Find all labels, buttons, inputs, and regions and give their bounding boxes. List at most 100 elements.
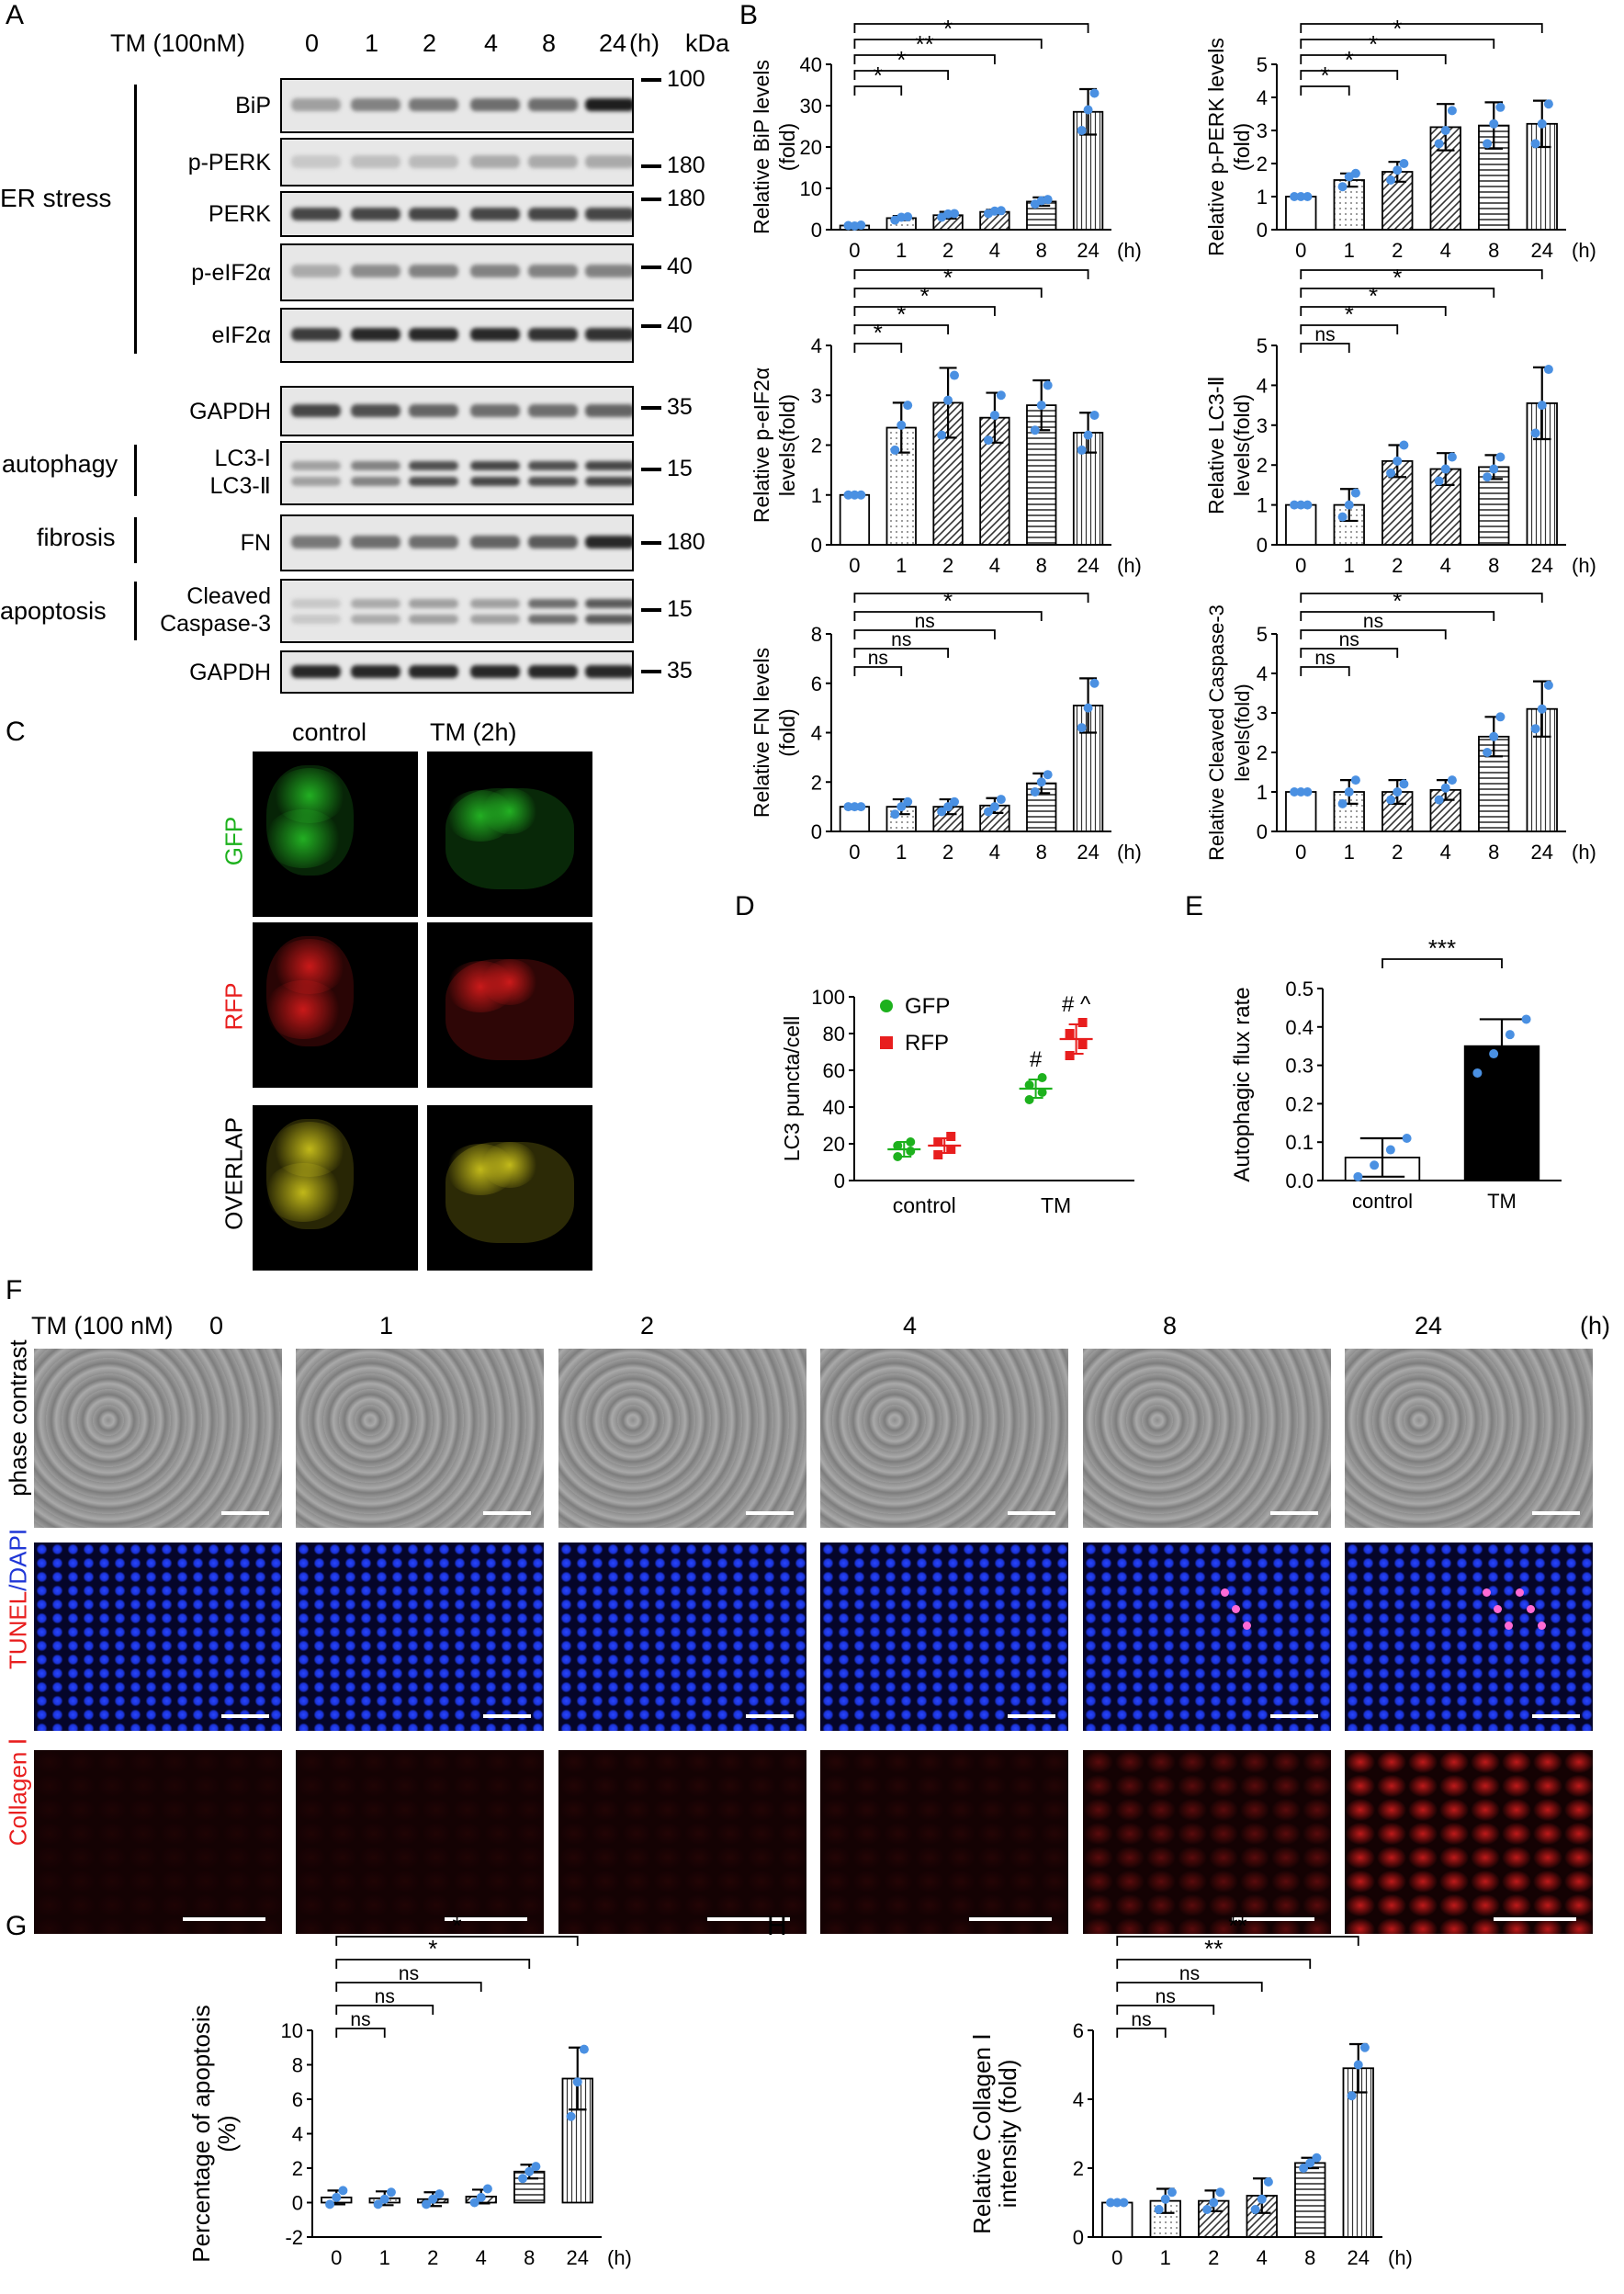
blot-band: [409, 98, 458, 111]
blot-row: [280, 308, 634, 363]
blot-row: [280, 191, 634, 237]
blot-row-label: Cleaved Caspase-3: [160, 582, 271, 638]
x-tick-label: 1: [896, 841, 907, 864]
significance-bracket: [853, 39, 1043, 49]
significance-label: ns: [350, 2009, 370, 2030]
y-tick-label: 6: [811, 672, 822, 695]
blot-row: [280, 78, 634, 133]
y-tick-label: 1: [1257, 494, 1268, 517]
significance-label: **: [962, 18, 980, 27]
legend-label: RFP: [905, 1031, 949, 1056]
panel-f-timepoint-0: 0: [209, 1312, 224, 1339]
y-tick-label: 4: [811, 334, 822, 357]
group-bracket-er-stress: [134, 85, 137, 354]
y-tick-label: 3: [1257, 702, 1268, 725]
blot-band: [409, 615, 458, 624]
blot-row-label: p-eIF2α: [191, 259, 271, 287]
data-point: [906, 1137, 916, 1147]
x-tick-label: 24: [1348, 2246, 1370, 2269]
data-point: [937, 430, 947, 440]
blot-row: [280, 650, 634, 694]
y-tick-label: 100: [811, 986, 845, 1009]
y-axis-label: Relative p-PERK levels: [1204, 38, 1228, 256]
tunel-positive-cell: [1243, 1622, 1251, 1630]
blot-row-label-line: FN: [240, 530, 271, 556]
blot-band: [351, 598, 400, 608]
data-point: [1350, 775, 1360, 785]
x-axis-unit: (h): [607, 2246, 632, 2269]
phase-contrast-image: [34, 1349, 282, 1528]
y-tick-label: 30: [800, 95, 822, 118]
y-tick-label: 10: [800, 177, 822, 200]
data-point: [893, 1141, 903, 1150]
y-tick-label: 3: [1257, 119, 1268, 142]
data-point: [1083, 105, 1093, 115]
y-tick-label: -2: [285, 2226, 303, 2249]
x-tick-label: 0: [331, 2246, 342, 2269]
significance-label: ***: [1428, 934, 1456, 962]
data-point: [1447, 452, 1457, 462]
data-point: [1290, 787, 1300, 797]
y-tick-label: 60: [823, 1059, 845, 1082]
y-tick-label: 6: [1073, 2019, 1084, 2042]
data-point: [338, 2186, 348, 2196]
data-point: [1215, 2187, 1225, 2198]
cell: [265, 809, 342, 868]
blot-band: [351, 460, 400, 470]
blot-row-label: PERK: [209, 200, 271, 228]
blot-band: [351, 154, 400, 168]
scale-bar: [1532, 1511, 1580, 1515]
panel-f-timepoint-2: 2: [640, 1312, 655, 1339]
fluorescence-image: [427, 1105, 592, 1271]
y-tick-label: 0: [834, 1170, 845, 1192]
data-point: [1089, 678, 1100, 688]
y-tick-label: 0: [292, 2192, 303, 2215]
y-tick-label: 2: [1257, 741, 1268, 764]
significance-label: *: [874, 62, 883, 89]
data-point: [1263, 2177, 1273, 2187]
panel-c-col-tm: TM (2h): [430, 718, 517, 746]
x-tick-label: 8: [1488, 239, 1499, 262]
significance-label: ns: [868, 648, 888, 669]
data-point: [1154, 2205, 1164, 2214]
x-tick-label: 8: [1488, 554, 1499, 577]
x-tick-label: 2: [942, 841, 953, 864]
scale-bar: [183, 1917, 265, 1921]
blot-row: [280, 138, 634, 186]
significance-label: #: [1030, 1047, 1043, 1072]
blot-band: [528, 615, 578, 624]
tunel-dapi-image: [296, 1543, 544, 1731]
scale-bar: [221, 1714, 269, 1718]
scale-bar: [483, 1714, 531, 1718]
x-tick-label: control: [1352, 1190, 1413, 1213]
data-point: [1399, 779, 1409, 789]
x-tick-label: 2: [1392, 841, 1403, 864]
y-axis-label: Relative Collagen Ⅰ: [968, 2033, 996, 2234]
data-point: [1160, 2194, 1170, 2204]
significance-label: ns: [1363, 611, 1383, 632]
panel-label-d: D: [735, 891, 755, 921]
scale-bar: [707, 1917, 790, 1921]
x-tick-label: 24: [1077, 239, 1099, 262]
x-tick-label: 2: [1208, 2246, 1219, 2269]
data-point: [933, 1137, 943, 1147]
data-point: [469, 2198, 479, 2208]
significance-bracket: [1300, 666, 1350, 676]
scale-bar: [1270, 1714, 1318, 1718]
blot-band: [291, 265, 341, 278]
significance-bracket: [853, 324, 949, 334]
significance-label: ns: [1339, 629, 1359, 650]
significance-bracket: [1300, 54, 1447, 64]
cell: [482, 959, 537, 1005]
data-point: [1489, 731, 1499, 741]
bar: [1342, 2067, 1374, 2238]
panel-label-a: A: [6, 0, 25, 30]
data-point: [1495, 712, 1506, 722]
data-point: [989, 410, 999, 420]
x-axis-unit: (h): [1572, 554, 1596, 577]
data-point: [1530, 139, 1540, 149]
blot-band: [409, 598, 458, 608]
data-point: [856, 220, 866, 231]
